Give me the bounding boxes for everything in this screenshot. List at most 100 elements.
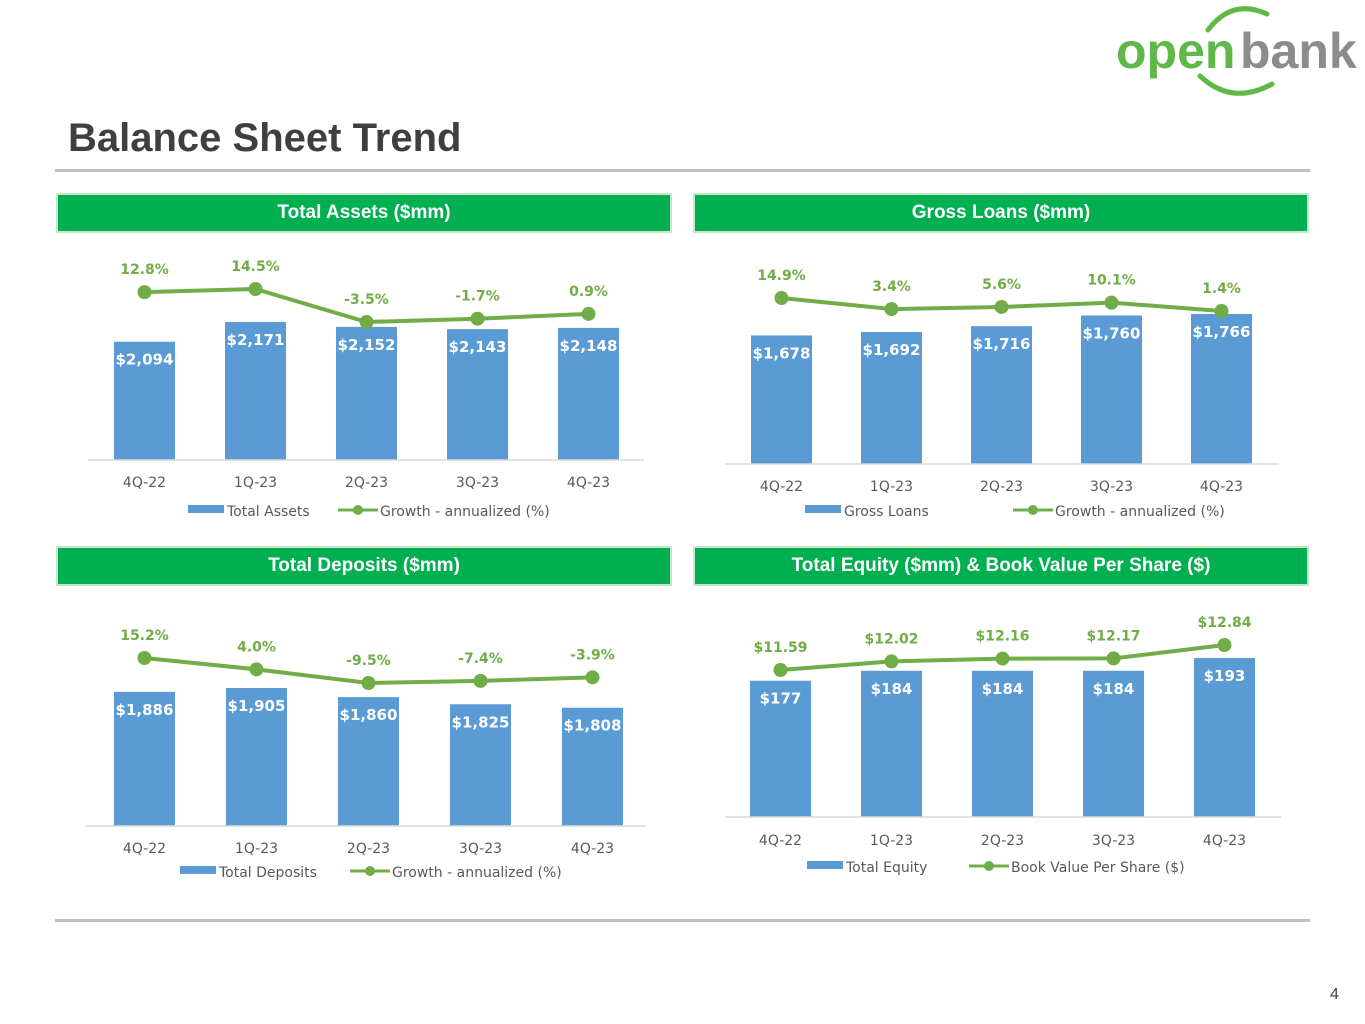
bar-label-0: $1,678 bbox=[753, 344, 811, 362]
line-label-4: 1.4% bbox=[1202, 281, 1241, 297]
line-label-1: 3.4% bbox=[872, 279, 911, 295]
bar-0 bbox=[114, 341, 175, 460]
legend-swatch-bar bbox=[807, 861, 843, 869]
title-divider bbox=[55, 169, 1310, 172]
line-point-1 bbox=[884, 302, 899, 317]
line-point-2 bbox=[361, 676, 376, 690]
line-label-0: $11.59 bbox=[753, 640, 807, 656]
x-tick-label-1: 1Q-23 bbox=[234, 475, 277, 491]
line-label-4: $12.84 bbox=[1197, 615, 1251, 631]
x-tick-label-4: 4Q-23 bbox=[571, 841, 614, 857]
line-label-1: 14.5% bbox=[231, 259, 280, 275]
line-label-0: 15.2% bbox=[120, 628, 169, 644]
x-tick-label-2: 2Q-23 bbox=[980, 479, 1023, 495]
line-point-3 bbox=[1106, 651, 1121, 666]
x-tick-label-0: 4Q-22 bbox=[123, 841, 166, 857]
bar-label-0: $177 bbox=[760, 690, 802, 708]
bar-label-3: $1,760 bbox=[1083, 324, 1141, 342]
line-label-1: $12.02 bbox=[864, 631, 918, 647]
line-point-3 bbox=[470, 311, 485, 326]
bar-0 bbox=[751, 335, 812, 464]
x-tick-label-4: 4Q-23 bbox=[567, 475, 610, 491]
bar-4 bbox=[562, 707, 623, 826]
logo-text-open: open bbox=[1116, 23, 1235, 79]
bar-label-2: $1,860 bbox=[340, 706, 398, 724]
line-point-4 bbox=[1217, 638, 1232, 652]
bar-label-3: $184 bbox=[1093, 680, 1135, 698]
chart-total-deposits: $1,886 $1,905 $1,860 $1,825 $1,808 4Q-22 1Q-23… bbox=[86, 628, 646, 881]
bar-label-4: $2,148 bbox=[560, 337, 618, 355]
openbank-logo: open bank bbox=[1116, 6, 1357, 96]
bar-label-0: $1,886 bbox=[116, 701, 174, 719]
legend-label-line: Growth - annualized (%) bbox=[380, 504, 550, 520]
x-tick-label-0: 4Q-22 bbox=[123, 475, 166, 491]
line-point-1 bbox=[248, 282, 263, 296]
legend-swatch-marker bbox=[984, 861, 994, 871]
bar-label-3: $1,825 bbox=[452, 713, 510, 731]
x-tick-label-3: 3Q-23 bbox=[1090, 479, 1133, 495]
bar-3 bbox=[1081, 315, 1142, 464]
bar-label-4: $1,766 bbox=[1193, 323, 1251, 341]
logo-arc-top bbox=[1205, 6, 1270, 33]
bar-label-1: $1,905 bbox=[228, 697, 286, 715]
line-label-2: -9.5% bbox=[346, 653, 391, 669]
line-label-3: -1.7% bbox=[455, 289, 500, 305]
line-point-2 bbox=[359, 315, 374, 329]
legend-label-line: Book Value Per Share ($) bbox=[1011, 860, 1185, 876]
bar-label-2: $184 bbox=[982, 680, 1024, 698]
line-label-2: $12.16 bbox=[975, 629, 1029, 645]
x-tick-label-4: 4Q-23 bbox=[1200, 479, 1243, 495]
chart-gross-loans: $1,678 $1,692 $1,716 $1,760 $1,766 4Q-22 1Q-23… bbox=[725, 268, 1279, 520]
line-label-0: 12.8% bbox=[120, 262, 169, 278]
bar-label-4: $1,808 bbox=[564, 717, 622, 735]
bar-1 bbox=[225, 322, 286, 460]
x-tick-label-0: 4Q-22 bbox=[760, 479, 803, 495]
x-tick-label-2: 2Q-23 bbox=[345, 475, 388, 491]
chart-total-equity: $177 $184 $184 $184 $193 4Q-22 1Q-23 2Q-23 3Q-23… bbox=[725, 615, 1281, 876]
line-point-3 bbox=[473, 673, 488, 688]
bar-label-0: $2,094 bbox=[116, 351, 174, 369]
x-tick-label-3: 3Q-23 bbox=[459, 841, 502, 857]
legend-label-line: Growth - annualized (%) bbox=[392, 865, 562, 881]
chart-total-assets: $2,094 $2,171 $2,152 $2,143 $2,148 4Q-22 1Q-23… bbox=[88, 259, 644, 520]
legend-label-line: Growth - annualized (%) bbox=[1055, 504, 1225, 520]
legend-swatch-bar bbox=[180, 866, 216, 874]
legend-label-bar: Total Assets bbox=[226, 504, 310, 520]
legend-swatch-marker bbox=[353, 505, 363, 515]
line-label-2: -3.5% bbox=[344, 292, 389, 308]
bar-label-1: $1,692 bbox=[863, 341, 921, 359]
line-point-3 bbox=[1104, 295, 1119, 310]
legend-swatch-bar bbox=[805, 505, 841, 513]
bar-3 bbox=[1083, 670, 1144, 817]
x-tick-label-3: 3Q-23 bbox=[456, 475, 499, 491]
panel-header-total-equity: Total Equity ($mm) & Book Value Per Shar… bbox=[693, 546, 1309, 586]
line-point-0 bbox=[137, 651, 152, 665]
panel-header-gross-loans: Gross Loans ($mm) bbox=[693, 193, 1309, 233]
line-label-4: 0.9% bbox=[569, 284, 608, 300]
bar-label-1: $184 bbox=[871, 680, 913, 698]
x-tick-label-4: 4Q-23 bbox=[1203, 833, 1246, 849]
legend-label-bar: Gross Loans bbox=[844, 504, 929, 520]
legend-swatch-bar bbox=[188, 505, 224, 513]
line-point-0 bbox=[773, 663, 788, 677]
line-point-4 bbox=[585, 670, 600, 685]
bar-2 bbox=[338, 697, 399, 826]
line-label-0: 14.9% bbox=[757, 268, 806, 284]
logo-text-bank: bank bbox=[1240, 23, 1357, 79]
bar-2 bbox=[336, 326, 397, 460]
page-number: 4 bbox=[1330, 986, 1339, 1003]
bar-label-4: $193 bbox=[1204, 667, 1246, 685]
x-tick-label-2: 2Q-23 bbox=[347, 841, 390, 857]
line-label-4: -3.9% bbox=[570, 647, 615, 663]
bar-4 bbox=[1194, 658, 1255, 817]
x-tick-label-1: 1Q-23 bbox=[235, 841, 278, 857]
line-label-3: 10.1% bbox=[1087, 273, 1136, 289]
page-title: Balance Sheet Trend bbox=[68, 116, 462, 160]
bar-3 bbox=[450, 704, 511, 826]
bar-4 bbox=[558, 327, 619, 460]
legend-label-bar: Total Deposits bbox=[218, 865, 317, 881]
bar-label-1: $2,171 bbox=[227, 331, 285, 349]
bar-label-2: $2,152 bbox=[338, 336, 396, 354]
line-point-2 bbox=[994, 299, 1009, 314]
bar-0 bbox=[750, 680, 811, 817]
